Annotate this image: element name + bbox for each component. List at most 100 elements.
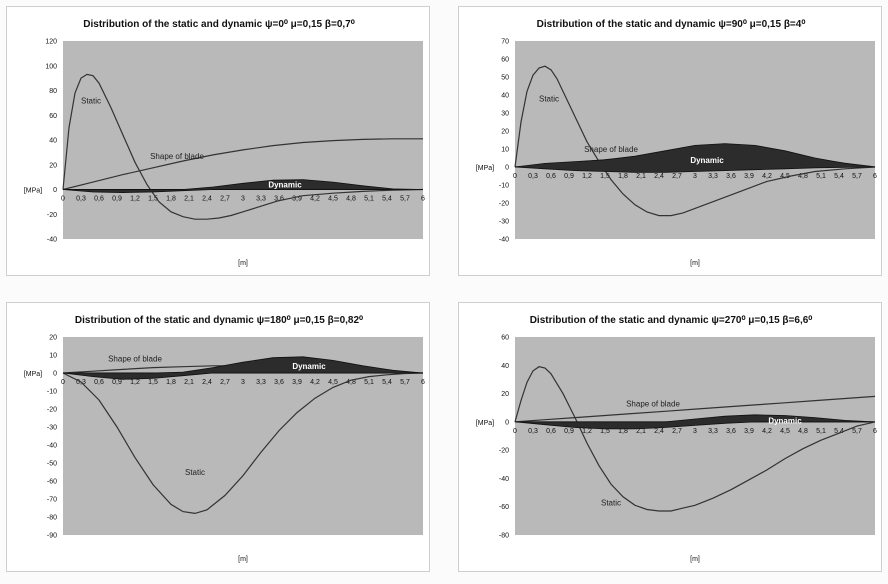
series-dynamic-area <box>514 143 876 173</box>
x-tick-label: 0,9 <box>112 196 122 203</box>
x-tick-label: 4,5 <box>328 379 338 386</box>
y-tick-label: -50 <box>47 461 57 468</box>
x-tick-label: 0,6 <box>94 379 104 386</box>
chart-panel-psi-90: Distribution of the static and dynamic ψ… <box>458 6 882 276</box>
x-tick-label: 1,8 <box>618 428 628 435</box>
x-tick-label: 0,6 <box>546 428 556 435</box>
y-tick-label: 70 <box>501 39 509 46</box>
x-tick-label: 2,1 <box>184 196 194 203</box>
y-tick-label: -30 <box>499 219 509 226</box>
y-tick-label: 0 <box>53 371 57 378</box>
y-tick-label: -20 <box>47 407 57 414</box>
x-tick-label: 4,5 <box>328 196 338 203</box>
series-label: Static <box>185 468 205 477</box>
series-label: Shape of blade <box>108 355 162 364</box>
y-tick-label: 40 <box>49 138 57 145</box>
y-tick-label: 60 <box>501 57 509 64</box>
x-tick-label: 3,3 <box>256 196 266 203</box>
x-tick-label: 4,2 <box>762 173 772 180</box>
x-tick-label: 3 <box>693 428 697 435</box>
series-label: Dynamic <box>768 416 802 425</box>
plot-area <box>515 337 875 535</box>
x-axis-label: [m] <box>238 260 248 267</box>
series-shape-of-blade-line <box>514 395 876 423</box>
x-tick-label: 0,6 <box>94 196 104 203</box>
chart-title: Distribution of the static and dynamic ψ… <box>530 315 813 326</box>
x-tick-label: 4,5 <box>780 428 790 435</box>
x-tick-label: 5,4 <box>834 428 844 435</box>
x-tick-label: 0,3 <box>528 428 538 435</box>
y-tick-label: -60 <box>499 504 509 511</box>
y-tick-label: -40 <box>47 237 57 244</box>
x-tick-label: 1,8 <box>166 379 176 386</box>
series-label: Static <box>539 95 559 104</box>
y-tick-label: 40 <box>501 363 509 370</box>
x-tick-label: 1,2 <box>130 196 140 203</box>
x-tick-label: 0,3 <box>76 196 86 203</box>
y-axis-label: [MPa] <box>476 420 494 427</box>
x-tick-label: 4,2 <box>310 379 320 386</box>
y-tick-label: 10 <box>501 147 509 154</box>
x-tick-label: 2,7 <box>672 428 682 435</box>
plot-area <box>63 41 423 239</box>
y-tick-label: -10 <box>499 183 509 190</box>
series-label: Dynamic <box>292 362 326 371</box>
x-tick-label: 3,9 <box>744 173 754 180</box>
series-label: Shape of blade <box>150 152 204 161</box>
x-tick-label: 3,3 <box>708 173 718 180</box>
x-tick-label: 1,8 <box>166 196 176 203</box>
x-tick-label: 5,7 <box>852 173 862 180</box>
x-tick-label: 0 <box>513 428 517 435</box>
y-tick-label: 0 <box>505 165 509 172</box>
series-label: Dynamic <box>268 181 302 190</box>
x-tick-label: 5,4 <box>834 173 844 180</box>
chart-svg: Distribution of the static and dynamic ψ… <box>24 19 425 267</box>
y-tick-label: 30 <box>501 111 509 118</box>
x-tick-label: 4,5 <box>780 173 790 180</box>
x-tick-label: 3,3 <box>708 428 718 435</box>
x-tick-label: 2,4 <box>202 379 212 386</box>
x-tick-label: 6 <box>873 173 877 180</box>
series-static-line <box>62 372 424 515</box>
x-tick-label: 1,2 <box>582 428 592 435</box>
y-tick-label: 60 <box>501 335 509 342</box>
series-label: Dynamic <box>690 156 724 165</box>
x-tick-label: 0,9 <box>112 379 122 386</box>
x-tick-label: 0,6 <box>546 173 556 180</box>
x-tick-label: 0,9 <box>564 428 574 435</box>
x-tick-label: 3 <box>241 379 245 386</box>
y-tick-label: 0 <box>53 187 57 194</box>
series-shape-of-blade-line <box>62 138 423 191</box>
x-tick-label: 6 <box>873 428 877 435</box>
x-tick-label: 4,8 <box>346 196 356 203</box>
y-tick-label: -20 <box>47 212 57 219</box>
x-tick-label: 4,2 <box>762 428 772 435</box>
chart-panel-psi-180: Distribution of the static and dynamic ψ… <box>6 302 430 572</box>
chart-panel-psi-270: Distribution of the static and dynamic ψ… <box>458 302 882 572</box>
series-dynamic-area <box>62 356 424 380</box>
y-tick-label: 20 <box>49 162 57 169</box>
x-tick-label: 5,1 <box>364 379 374 386</box>
x-tick-label: 1,5 <box>600 428 610 435</box>
x-tick-label: 3 <box>693 173 697 180</box>
x-tick-label: 2,4 <box>654 428 664 435</box>
y-tick-label: 0 <box>505 419 509 426</box>
y-tick-label: -10 <box>47 389 57 396</box>
x-tick-label: 5,7 <box>400 196 410 203</box>
series-dynamic-area <box>514 414 876 430</box>
x-tick-label: 6 <box>421 196 425 203</box>
x-tick-label: 2,7 <box>220 196 230 203</box>
y-tick-label: 40 <box>501 93 509 100</box>
chart-svg: Distribution of the static and dynamic ψ… <box>24 315 425 563</box>
x-tick-label: 2,1 <box>184 379 194 386</box>
x-tick-label: 3,9 <box>292 196 302 203</box>
y-tick-label: 10 <box>49 353 57 360</box>
x-tick-label: 3,6 <box>726 173 736 180</box>
y-tick-label: 20 <box>501 391 509 398</box>
x-tick-label: 5,1 <box>816 428 826 435</box>
y-tick-label: -70 <box>47 497 57 504</box>
y-tick-label: -80 <box>499 533 509 540</box>
x-tick-label: 4,8 <box>346 379 356 386</box>
y-axis-label: [MPa] <box>24 188 42 195</box>
